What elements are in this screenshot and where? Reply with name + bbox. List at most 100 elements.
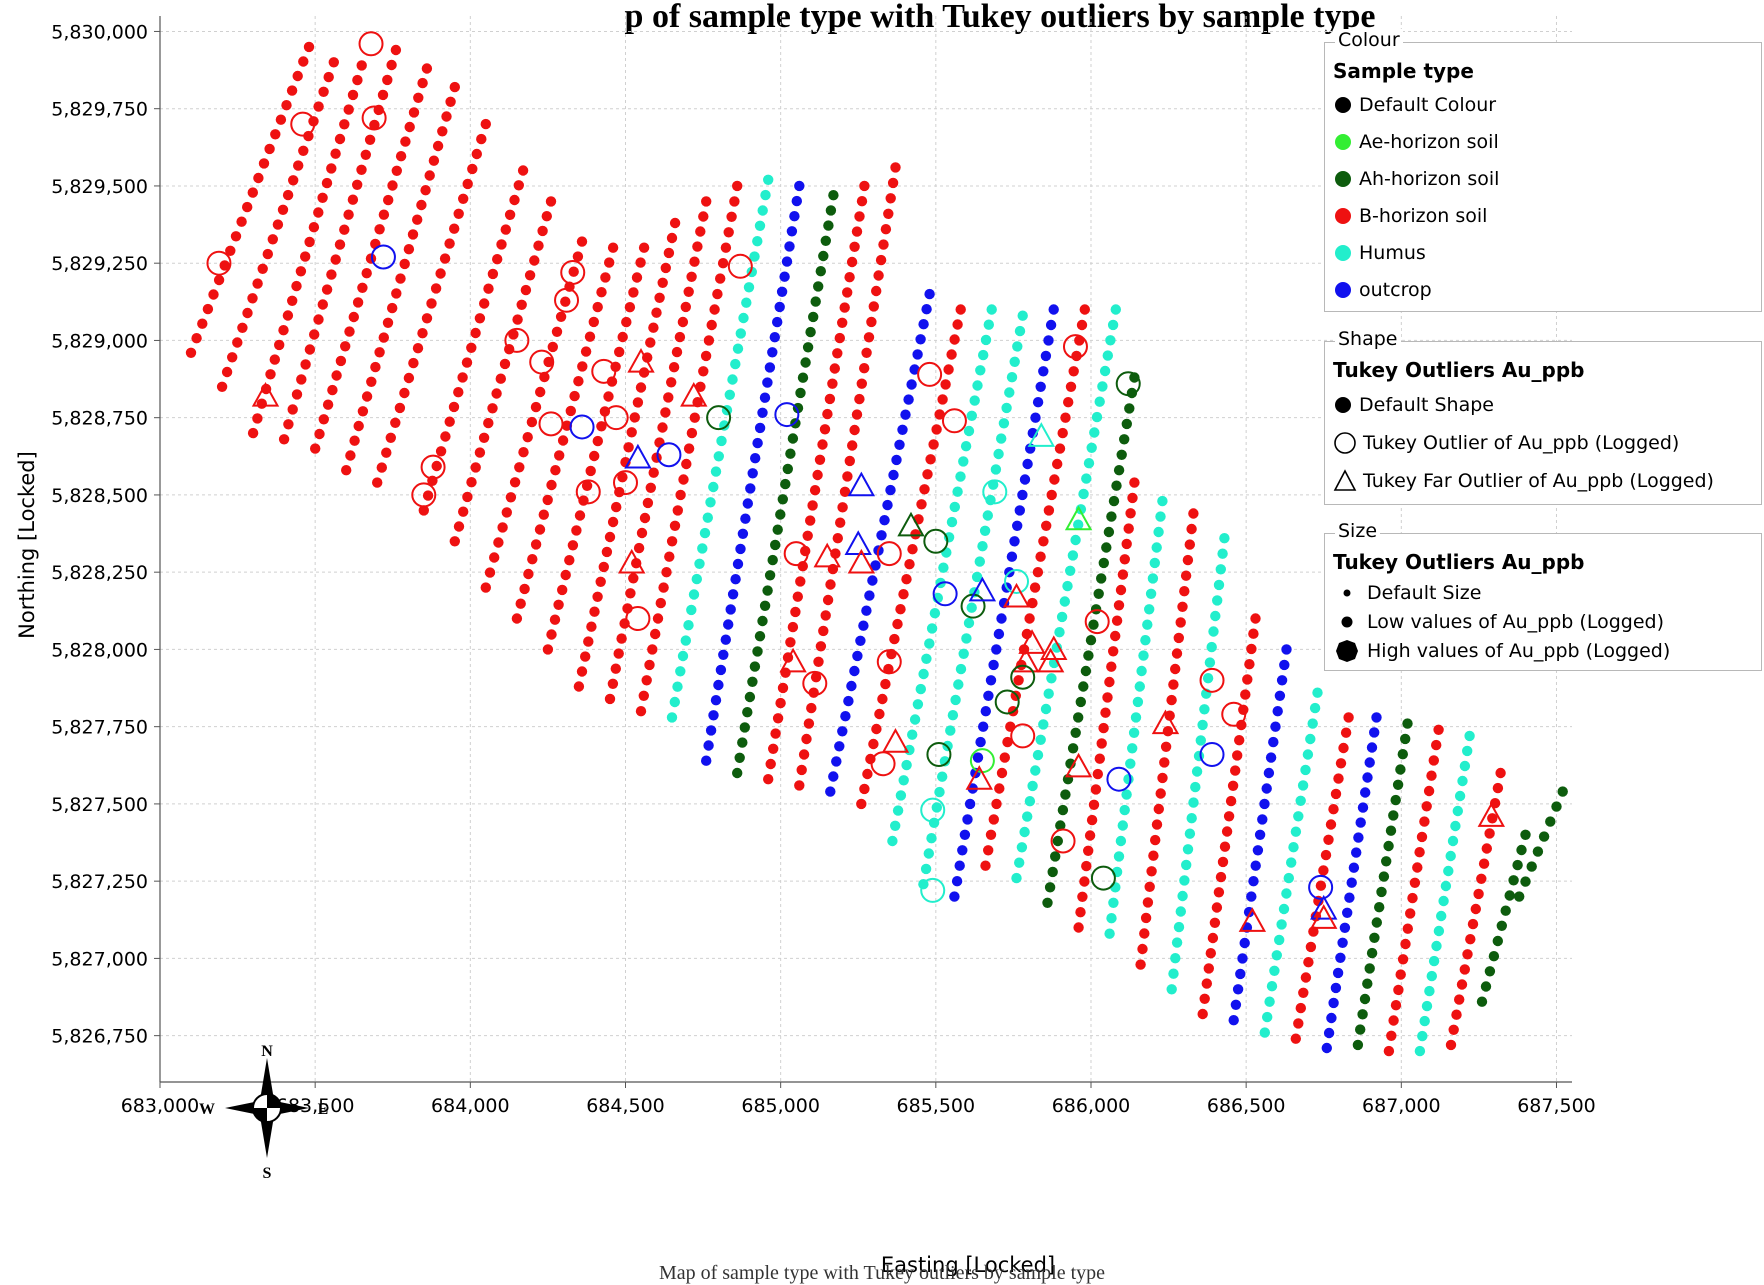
sample-point [742,707,753,718]
sample-point [854,211,865,222]
sample-point [426,298,437,309]
sample-point [1029,582,1041,593]
sample-point [1049,474,1060,485]
sample-point [395,273,406,284]
sample-point [1009,356,1020,367]
y-tick-label: 5,829,750 [51,99,148,121]
sample-point [1225,795,1237,807]
sample-point [1286,857,1297,868]
sample-point [408,357,419,369]
sample-point [418,505,429,516]
sample-point [1390,794,1401,806]
sample-point [339,119,350,130]
sample-point [361,268,372,279]
sample-point [448,401,460,413]
sample-point [1100,707,1111,718]
sample-point [641,675,652,686]
sample-point [867,575,878,586]
sample-point [747,468,758,479]
sample-point [445,96,456,108]
sample-point [1320,849,1332,861]
sample-point [1096,738,1107,749]
sample-point [596,421,607,432]
sample-point [807,500,818,511]
sample-point [1452,805,1464,817]
sample-point [669,520,681,531]
sample-point [564,555,575,566]
sample-point [763,774,774,785]
sample-point [824,393,836,405]
sample-point [449,536,460,547]
sample-point [1424,985,1435,997]
sample-point [777,682,789,694]
outlier-circle [1062,334,1088,360]
sample-point [1207,932,1219,944]
y-tick-label: 5,828,000 [51,639,148,661]
sample-point [683,286,694,297]
sample-point [888,469,899,481]
far-outlier-triangle [1151,709,1180,735]
sample-point [453,208,464,219]
sample-point [1115,584,1127,596]
sample-point [991,644,1002,655]
sample-point [288,175,299,186]
sample-point [1325,819,1337,830]
sample-point [524,270,536,281]
sample-point [1407,892,1418,904]
sample-point [691,573,702,585]
sample-point [1011,872,1022,884]
sample-point [1295,795,1306,806]
legend-shape-heading: Shape [1335,328,1401,350]
sample-point [854,393,865,405]
sample-point [471,148,482,160]
sample-point [1070,727,1081,738]
sample-point [621,316,632,328]
sample-point [1184,828,1196,839]
sample-point [692,241,703,252]
open-circle-icon [1334,432,1356,454]
sample-point [1371,712,1382,723]
sample-point [713,679,724,691]
outlier-circle [870,751,896,777]
sample-point [1199,993,1210,1004]
sample-point [781,256,793,267]
sample-point [648,467,659,478]
sample-point [1433,724,1444,735]
sample-point [334,239,346,250]
sample-point [652,613,664,624]
sample-point [247,187,258,198]
sample-point [859,180,870,192]
sample-point [664,551,675,562]
sample-point [1348,862,1360,873]
sample-point [1102,350,1114,361]
sample-point [617,331,628,343]
sample-point [1060,412,1071,423]
sample-point [520,284,532,296]
sample-point [1457,775,1468,787]
far-outlier-triangle [1477,802,1506,827]
far-outlier-triangle [847,548,876,574]
sample-point [703,335,715,346]
sample-point [1246,891,1257,902]
sample-point [356,60,367,71]
sample-point [769,332,780,343]
sample-point [1106,661,1117,672]
sample-point [298,56,309,67]
sample-point [382,317,394,328]
sample-point [335,355,347,367]
axes [154,16,1572,1088]
sample-point [825,205,837,216]
sample-point [744,691,756,703]
sample-point [283,419,294,430]
sample-point [610,663,621,674]
sample-point [1090,784,1102,795]
sample-point [1259,798,1270,810]
sample-point [813,281,824,292]
sample-point [960,441,972,452]
sample-point [262,248,273,260]
sample-point [1402,718,1413,729]
sample-point [462,491,473,503]
sample-point [1386,1030,1397,1042]
sample-point [1142,619,1153,630]
sample-point [647,644,658,655]
